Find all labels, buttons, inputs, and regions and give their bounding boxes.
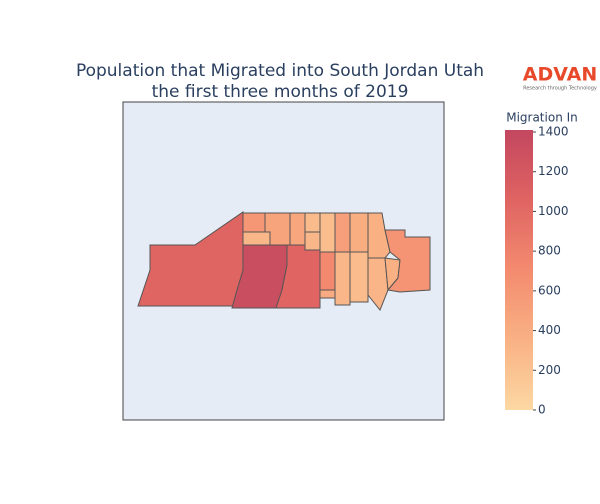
colorbar-tick-label: 1200: [538, 164, 569, 178]
region: [349, 251, 369, 303]
region: [334, 251, 351, 306]
chart-title: the first three months of 2019: [152, 82, 409, 102]
region: [349, 212, 369, 253]
colorbar-tick-label: 0: [538, 403, 546, 417]
logo: ADVAN: [523, 64, 598, 86]
colorbar-tick-label: 600: [538, 283, 561, 297]
colorbar-tick-label: 1000: [538, 204, 569, 218]
region: [319, 212, 336, 253]
region: [367, 257, 389, 311]
colorbar-tick-label: 200: [538, 363, 561, 377]
region: [242, 231, 271, 246]
region: [319, 251, 336, 291]
region: [304, 231, 321, 251]
logo-tagline: Research through Technology: [523, 86, 597, 92]
colorbar: [505, 130, 533, 410]
region: [384, 229, 431, 293]
colorbar-title: Migration In: [506, 111, 578, 125]
colorbar-tick-label: 800: [538, 244, 561, 258]
colorbar-tick-label: 1400: [538, 124, 569, 138]
colorbar-tick-label: 400: [538, 323, 561, 337]
region: [319, 289, 336, 299]
region: [334, 212, 351, 253]
region: [289, 212, 306, 246]
region: [304, 212, 321, 233]
chart-title: Population that Migrated into South Jord…: [76, 61, 484, 81]
region: [242, 212, 266, 233]
